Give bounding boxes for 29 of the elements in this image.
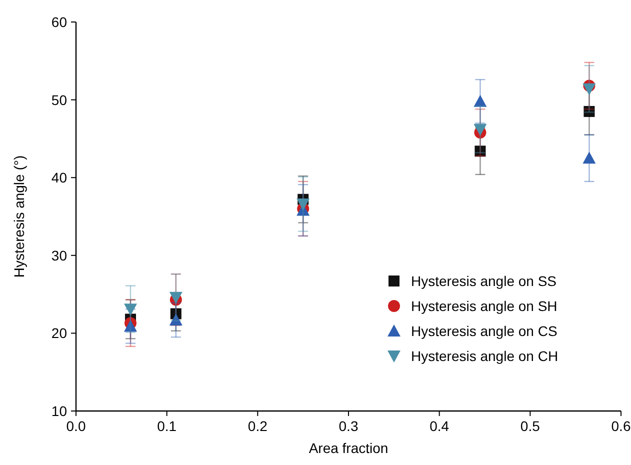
x-tick-label: 0.2 bbox=[248, 418, 268, 434]
x-tick-label: 0.0 bbox=[66, 418, 86, 434]
point bbox=[582, 152, 596, 164]
legend-label: Hysteresis angle on CH bbox=[411, 348, 558, 364]
y-tick-label: 10 bbox=[51, 403, 68, 419]
point bbox=[474, 146, 486, 157]
y-tick-label: 40 bbox=[51, 170, 68, 186]
x-tick-label: 0.6 bbox=[611, 418, 631, 434]
point bbox=[124, 304, 137, 316]
point bbox=[124, 320, 137, 332]
y-tick-label: 30 bbox=[51, 247, 68, 264]
x-axis-title: Area fraction bbox=[308, 440, 388, 456]
legend-label: Hysteresis angle on CS bbox=[411, 323, 558, 339]
x-tick-label: 0.4 bbox=[430, 418, 450, 434]
x-tick-label: 0.5 bbox=[520, 418, 540, 434]
y-tick-label: 20 bbox=[51, 325, 68, 342]
x-tick-label: 0.3 bbox=[338, 418, 358, 434]
y-tick-label: 60 bbox=[51, 14, 68, 30]
y-axis-title: Hysteresis angle (°) bbox=[11, 155, 27, 278]
legend-label: Hysteresis angle on SS bbox=[411, 273, 557, 289]
point bbox=[474, 124, 487, 136]
point bbox=[582, 83, 596, 96]
point bbox=[296, 198, 310, 211]
legend-label: Hysteresis angle on SH bbox=[411, 298, 558, 314]
point bbox=[474, 94, 487, 107]
point bbox=[169, 313, 182, 326]
y-tick-label: 50 bbox=[51, 92, 68, 108]
point bbox=[584, 106, 595, 117]
x-tick-label: 0.1 bbox=[157, 418, 177, 434]
